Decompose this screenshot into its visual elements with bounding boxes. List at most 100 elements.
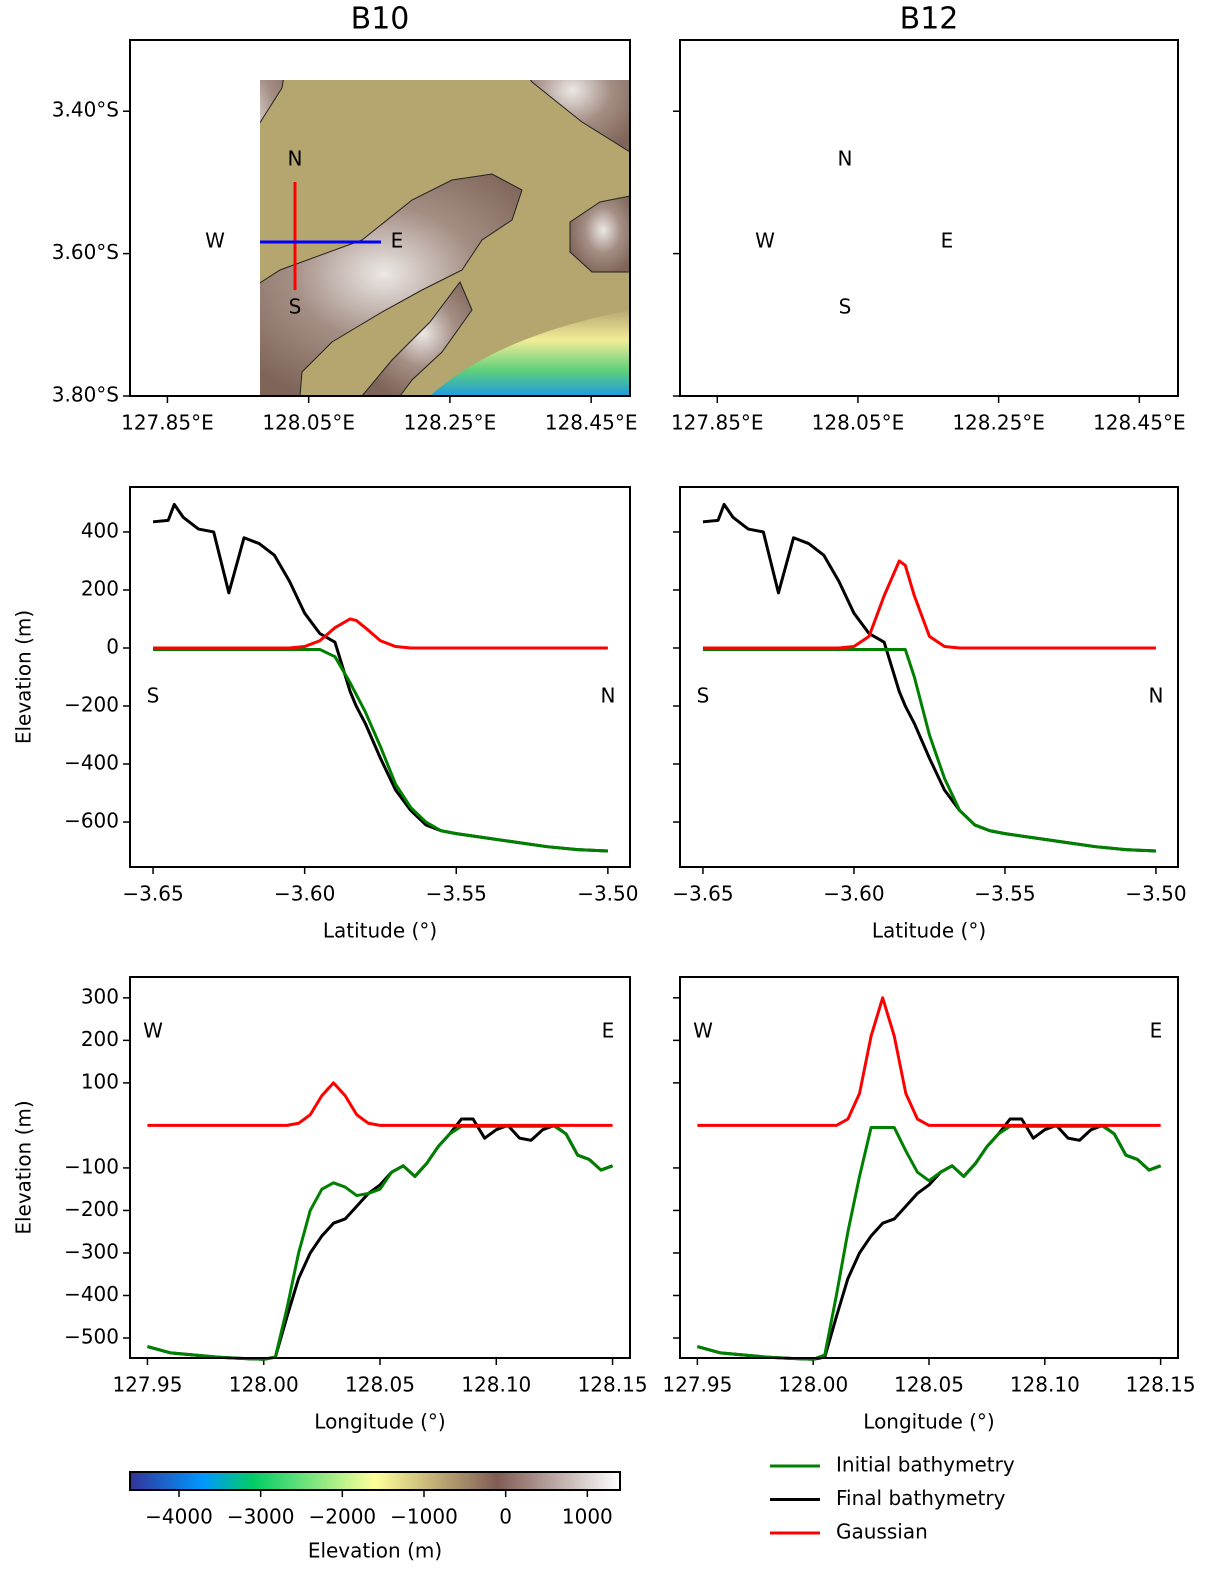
x-axis-label: Latitude (°) (323, 919, 437, 943)
panel-title: B10 (351, 2, 410, 37)
x-tick-label: −3.55 (974, 882, 1035, 906)
x-tick-label: 128.05 (894, 1373, 964, 1397)
x-tick-label: −3.65 (122, 882, 183, 906)
profile-line (147, 1126, 612, 1359)
y-tick-label: −200 (64, 1197, 119, 1221)
x-tick-label: 128.05 (345, 1373, 415, 1397)
section-label: S (697, 684, 710, 708)
profile-line (697, 1119, 1160, 1359)
x-tick-label: −3.50 (1125, 882, 1186, 906)
x-tick-label: 128.15 (578, 1373, 648, 1397)
axes-frame (680, 977, 1178, 1358)
y-tick-label: 3.60°S (52, 240, 119, 264)
x-tick-label: 128.10 (1010, 1373, 1080, 1397)
x-tick-label: −4000 (145, 1505, 213, 1529)
section-label: S (839, 295, 852, 319)
y-axis-label: Elevation (m) (12, 1100, 36, 1234)
profile-line (703, 504, 1156, 851)
profile-line (153, 504, 608, 851)
x-tick-label: 0 (499, 1505, 512, 1529)
profile-line (703, 649, 1156, 851)
x-tick-label: −3.60 (823, 882, 884, 906)
x-tick-label: 127.85°E (671, 411, 764, 435)
terrain-map (680, 40, 1180, 396)
section-label: W (755, 229, 775, 253)
section-label: W (205, 229, 225, 253)
y-tick-label: 100 (81, 1069, 119, 1093)
y-tick-label: 200 (81, 576, 119, 600)
legend-label: Gaussian (836, 1520, 928, 1544)
section-label: N (838, 147, 853, 171)
section-label: S (289, 295, 302, 319)
page: Bathymetry profiles body { margin: 0; ba… (0, 0, 1222, 1589)
x-tick-label: 128.45°E (1093, 411, 1186, 435)
section-label: E (602, 1019, 615, 1043)
x-tick-label: 127.95 (662, 1373, 732, 1397)
x-tick-label: 127.85°E (121, 411, 214, 435)
x-tick-label: 128.05°E (262, 411, 355, 435)
x-tick-label: −3.55 (426, 882, 487, 906)
y-tick-label: 200 (81, 1027, 119, 1051)
y-tick-label: −600 (64, 809, 119, 833)
legend-label: Final bathymetry (836, 1486, 1006, 1510)
section-label: N (288, 147, 303, 171)
profile-line (703, 561, 1156, 648)
section-label: S (147, 684, 160, 708)
x-axis-label: Longitude (°) (314, 1410, 445, 1434)
page-body: {"chart_data": [ {"type": "map", "title"… (0, 0, 1222, 1589)
x-tick-label: 128.00 (229, 1373, 299, 1397)
axes-frame (130, 487, 630, 867)
x-tick-label: 128.45°E (545, 411, 638, 435)
profile-line (697, 998, 1160, 1126)
x-tick-label: −3.60 (274, 882, 335, 906)
y-tick-label: −400 (64, 1282, 119, 1306)
section-label: W (143, 1019, 163, 1043)
section-label: E (391, 229, 404, 253)
x-tick-label: −1000 (390, 1505, 458, 1529)
section-label: E (1150, 1019, 1163, 1043)
axes-frame (680, 487, 1178, 867)
profile-line (153, 619, 608, 648)
x-tick-label: 128.10 (461, 1373, 531, 1397)
figure: 127.85°E 128.05°E 128.25°E 128.45°E 3.40°S 3.… (0, 0, 1222, 1589)
x-tick-label: 128.00 (778, 1373, 848, 1397)
x-tick-label: 128.15 (1126, 1373, 1196, 1397)
panel-title: B12 (900, 2, 959, 37)
y-tick-label: 3.80°S (52, 383, 119, 407)
profile-line (153, 649, 608, 851)
section-label: N (601, 684, 616, 708)
y-tick-label: 0 (106, 634, 119, 658)
x-axis-label: Latitude (°) (872, 919, 986, 943)
x-tick-label: 128.05°E (812, 411, 905, 435)
y-tick-label: −200 (64, 693, 119, 717)
x-tick-label: 128.25°E (952, 411, 1045, 435)
terrain-map (130, 40, 630, 396)
x-tick-label: −3.50 (577, 882, 638, 906)
y-tick-label: 300 (81, 984, 119, 1008)
y-tick-label: −500 (64, 1325, 119, 1349)
profile-line (147, 1119, 612, 1359)
y-tick-label: −100 (64, 1154, 119, 1178)
x-tick-label: −3000 (227, 1505, 295, 1529)
y-tick-label: −300 (64, 1239, 119, 1263)
y-tick-label: 400 (81, 518, 119, 542)
y-tick-label: −400 (64, 751, 119, 775)
profile-line (697, 1126, 1160, 1359)
y-axis-label: Elevation (m) (12, 610, 36, 744)
x-tick-label: 1000 (562, 1505, 613, 1529)
legend-label: Initial bathymetry (836, 1453, 1015, 1477)
section-label: N (1149, 684, 1164, 708)
colorbar (130, 1472, 620, 1490)
x-axis-label: Elevation (m) (308, 1539, 442, 1563)
x-tick-label: −3.65 (672, 882, 733, 906)
x-tick-label: 128.25°E (404, 411, 497, 435)
y-tick-label: 3.40°S (52, 98, 119, 122)
x-axis-label: Longitude (°) (863, 1410, 994, 1434)
axes-frame (680, 40, 1178, 396)
x-tick-label: −2000 (309, 1505, 377, 1529)
section-label: W (693, 1019, 713, 1043)
profile-line (147, 1083, 612, 1126)
axes-frame (130, 977, 630, 1358)
section-label: E (941, 229, 954, 253)
x-tick-label: 127.95 (112, 1373, 182, 1397)
